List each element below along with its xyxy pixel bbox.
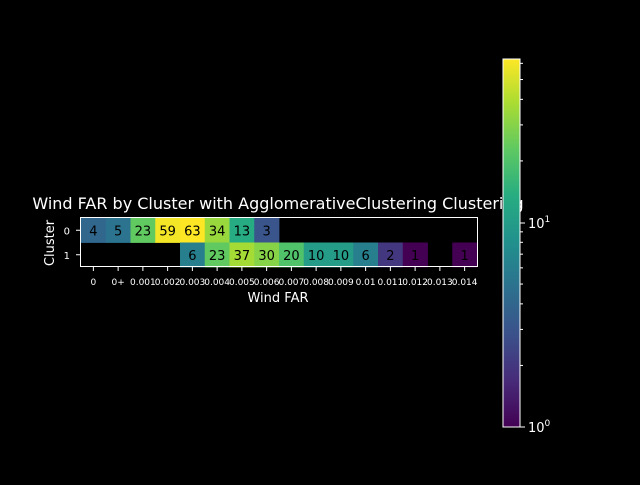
x-tick-label: 0.009 <box>328 278 354 288</box>
cell-value-label: 10 <box>333 249 350 264</box>
heatmap-cell <box>229 242 255 268</box>
x-tick-label: 0.003 <box>179 278 205 288</box>
x-tick-label: 0.012 <box>402 278 428 288</box>
y-axis-label: Cluster <box>43 219 58 266</box>
heatmap-cell <box>81 218 107 243</box>
x-tick-label: 0.005 <box>229 278 255 288</box>
colorbar-tick-base: 10 <box>528 421 545 436</box>
x-tick-label: 0.004 <box>204 278 230 288</box>
cell-value-label: 20 <box>283 249 300 264</box>
heatmap-cell <box>254 242 280 268</box>
heatmap-cell <box>328 242 354 268</box>
heatmap-cell <box>180 218 206 243</box>
x-tick-label: 0.008 <box>303 278 329 288</box>
colorbar-frame <box>502 58 521 428</box>
colorbar-tick-base: 10 <box>528 217 545 232</box>
svg-text:100: 100 <box>528 419 551 436</box>
heatmap-cell <box>378 242 404 268</box>
heatmap-cell <box>353 242 379 268</box>
x-tick-label: 0.007 <box>278 278 304 288</box>
y-tick-label: 0 <box>64 226 70 237</box>
heatmap-cell <box>303 242 329 268</box>
svg-text:101: 101 <box>528 215 550 232</box>
x-tick-label: 0.014 <box>452 278 478 288</box>
cell-value-label: 6 <box>188 249 196 264</box>
cell-value-label: 13 <box>234 224 251 239</box>
cell-value-label: 4 <box>89 224 97 239</box>
colorbar-minor-ticks <box>520 62 523 366</box>
cell-value-label: 23 <box>209 249 226 264</box>
heatmap-cell <box>229 218 255 243</box>
heatmap-cell <box>452 242 478 268</box>
heatmap-cell <box>130 218 156 243</box>
plot-frame <box>80 217 478 267</box>
x-tick-label: 0.013 <box>427 278 453 288</box>
x-tick-label: 0+ <box>111 278 124 288</box>
cell-value-label: 2 <box>386 249 394 264</box>
heatmap-cell <box>402 242 428 268</box>
heatmap-cell <box>105 218 131 243</box>
cell-value-label: 1 <box>460 249 468 264</box>
x-tick-label: 0.002 <box>155 278 181 288</box>
x-tick-label: 0 <box>91 278 97 288</box>
cell-value-label: 5 <box>114 224 122 239</box>
cell-value-label: 10 <box>308 249 325 264</box>
x-tick-label: 0.001 <box>130 278 156 288</box>
cell-value-label: 1 <box>411 249 419 264</box>
heatmap-cell <box>204 242 230 268</box>
heatmap-cells <box>81 218 478 268</box>
cell-value-label: 34 <box>209 224 226 239</box>
heatmap-cell <box>204 218 230 243</box>
x-tick-label: 0.01 <box>356 278 376 288</box>
cell-value-label: 23 <box>135 224 152 239</box>
colorbar-tick-min: 100 <box>520 419 551 436</box>
cell-value-label: 37 <box>234 249 251 264</box>
heatmap-cell-labels: 4 5 23 59 63 34 13 3 6 23 37 30 20 10 10 6 2 1 1 <box>89 224 469 264</box>
heatmap-cell <box>279 242 305 268</box>
cell-value-label: 63 <box>184 224 201 239</box>
colorbar-tick-exponent: 0 <box>545 419 551 429</box>
x-axis-label: Wind FAR <box>247 291 308 306</box>
colorbar-tick-max: 101 <box>520 215 550 232</box>
colorbar: 101 100 <box>502 58 551 436</box>
colorbar-tick-exponent: 1 <box>545 215 551 225</box>
colorbar-gradient <box>503 59 520 427</box>
cell-value-label: 6 <box>361 249 369 264</box>
chart-title: Wind FAR by Cluster with AgglomerativeCl… <box>32 194 523 213</box>
y-axis-ticks: 01 <box>64 226 80 262</box>
x-axis-ticks: 0 0+ 0.0010.0020.0030.0040.0050.0060.0070.… <box>91 267 478 288</box>
x-tick-label: 0.011 <box>377 278 403 288</box>
cell-value-label: 59 <box>159 224 176 239</box>
cell-value-label: 3 <box>262 224 270 239</box>
heatmap-cell <box>155 218 181 243</box>
cell-value-label: 30 <box>258 249 275 264</box>
heatmap-cell <box>254 218 280 243</box>
y-tick-label: 1 <box>64 251 70 262</box>
x-tick-label: 0.006 <box>254 278 280 288</box>
heatmap-cell <box>180 242 206 268</box>
